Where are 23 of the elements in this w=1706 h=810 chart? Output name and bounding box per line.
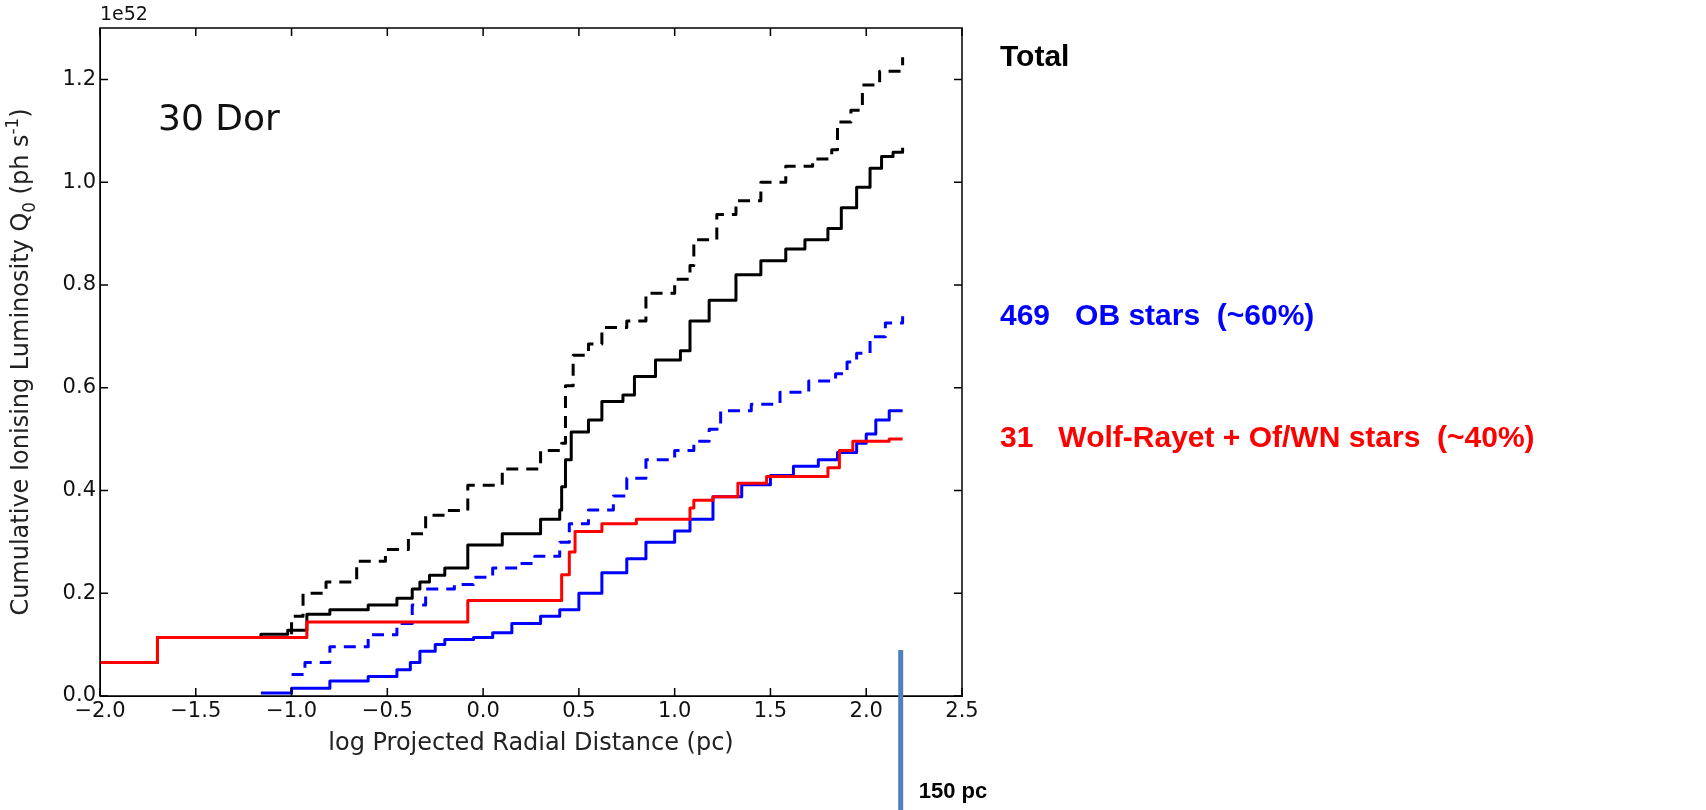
y-tick-label: 1.2 bbox=[62, 65, 96, 90]
annotation: 30 Dor bbox=[158, 97, 280, 138]
ref-line-label: 150 pc bbox=[918, 778, 988, 804]
y-tick-label: 0.4 bbox=[62, 476, 96, 501]
x-tick-label: 1.0 bbox=[657, 698, 692, 723]
y-tick-label: 0.8 bbox=[62, 271, 96, 296]
text: 31 Wolf-Rayet + Of/WN stars (~40%) bbox=[1000, 420, 1535, 454]
y-tick-label: 1.0 bbox=[62, 168, 96, 193]
x-tick-label: −1.0 bbox=[266, 698, 318, 723]
y-tick-label: 0.6 bbox=[62, 374, 96, 399]
y-tick-label: 0.2 bbox=[62, 579, 96, 604]
x-tick-label: 0.5 bbox=[562, 698, 596, 723]
x-tick-label: −1.5 bbox=[170, 698, 222, 723]
x-tick-label: 2.0 bbox=[849, 698, 883, 723]
x-tick-label: 2.5 bbox=[945, 698, 979, 723]
text: 1e52 bbox=[100, 2, 148, 24]
x-tick-label: 1.5 bbox=[753, 698, 788, 723]
y-axis-title: Cumulative Ionising Luminosity Q0 (ph s-1) bbox=[1, 108, 39, 616]
x-tick-label: 0.0 bbox=[466, 698, 500, 723]
x-axis-title: log Projected Radial Distance (pc) bbox=[328, 727, 734, 756]
x-tick-label: −0.5 bbox=[361, 698, 413, 723]
text: 469 OB stars (~60%) bbox=[1000, 297, 1315, 331]
text: Total bbox=[1000, 38, 1070, 72]
